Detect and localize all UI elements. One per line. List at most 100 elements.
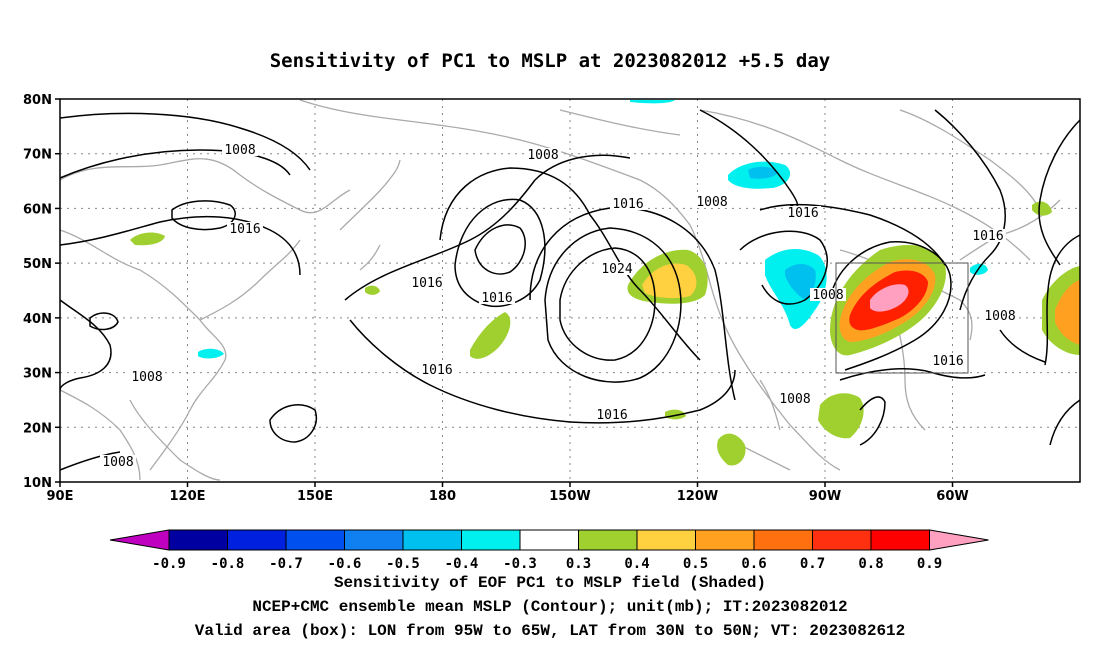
contour-label-bg (610, 197, 646, 210)
colorbar-swatch (870, 529, 930, 551)
colorbar-label: 0.5 (683, 556, 708, 572)
contour-label-bg (222, 143, 258, 156)
colorbar-label: 0.4 (624, 556, 649, 572)
contour-label-bg (419, 363, 455, 376)
contour-label: 1016 (787, 206, 818, 221)
shade-positive-east-us-pink (870, 284, 909, 312)
colorbar-arrow-left (109, 529, 170, 551)
lat-tick-label: 20N (23, 421, 52, 436)
lat-tick-label: 60N (23, 202, 52, 217)
colorbar-swatch (461, 529, 521, 551)
contour-label: 1008 (812, 288, 843, 303)
lon-tick-label: 150W (549, 489, 590, 504)
shade-positive-gulf (818, 393, 864, 439)
lat-tick-label: 40N (23, 312, 52, 327)
colorbar-label: 0.8 (858, 556, 883, 572)
shade-positive-mexico (717, 433, 746, 466)
contour-label: 1008 (102, 455, 133, 470)
shade-positive-small-1 (130, 232, 165, 246)
colorbar-label: 0.3 (566, 556, 591, 572)
colorbar-swatch (168, 529, 228, 551)
contour-label-bg (810, 288, 846, 301)
colorbar-swatch (402, 529, 462, 551)
colorbar-label: 0.7 (800, 556, 825, 572)
colorbar-label: -0.7 (269, 556, 303, 572)
colorbar: -0.9 -0.8 -0.7 -0.6 -0.5 -0.4 -0.3 0.3 0.4 0.5 0.6… (109, 529, 989, 572)
shade-positive-pacific (470, 312, 511, 359)
colorbar-label: -0.3 (503, 556, 537, 572)
shade-positive-small-2 (365, 285, 380, 295)
contour-label: 1008 (527, 148, 558, 163)
colorbar-swatch (812, 529, 872, 551)
colorbar-swatch (285, 529, 345, 551)
lat-tick-label: 80N (23, 93, 52, 108)
contour-label-bg (694, 195, 730, 208)
lon-tick-label: 90W (809, 489, 841, 504)
colorbar-swatch (227, 529, 287, 551)
lat-tick-label: 50N (23, 257, 52, 272)
contour-label-bg (599, 262, 635, 275)
valid-area-box (835, 262, 969, 374)
lat-tick-label: 10N (23, 476, 52, 491)
mslp-contours (59, 109, 1081, 471)
colorbar-swatch (695, 529, 755, 551)
contour-label: 1008 (224, 143, 255, 158)
contour-label-bg (777, 392, 813, 405)
colorbar-label: -0.8 (211, 556, 245, 572)
colorbar-swatch (578, 529, 638, 551)
colorbar-swatch (636, 529, 696, 551)
contour-label: 1016 (972, 229, 1003, 244)
contour-label: 1016 (481, 291, 512, 306)
colorbar-label: -0.9 (152, 556, 186, 572)
contour-label: 1016 (421, 363, 452, 378)
lon-tick-label: 60W (936, 489, 968, 504)
longitude-axis: 90E 120E 150E 180 150W 120W 90W 60W (47, 482, 969, 504)
lon-tick-label: 120E (169, 489, 205, 504)
colorbar-swatch (753, 529, 813, 551)
contour-label: 1008 (696, 195, 727, 210)
contour-label: 1008 (131, 370, 162, 385)
lon-tick-label: 120W (677, 489, 718, 504)
colorbar-label: -0.5 (386, 556, 420, 572)
contour-label-bg (409, 276, 445, 289)
caption-line-3: Valid area (box): LON from 95W to 65W, L… (194, 622, 906, 640)
lat-tick-label: 70N (23, 148, 52, 163)
contour-label: 1016 (596, 408, 627, 423)
colorbar-swatch (519, 529, 579, 551)
contour-label: 1008 (779, 392, 810, 407)
shade-positive-small-3 (1032, 201, 1052, 216)
contour-label-bg (100, 455, 136, 468)
contour-label-bg (930, 354, 966, 367)
contour-label-bg (970, 229, 1006, 242)
colorbar-label: 0.6 (741, 556, 766, 572)
lon-tick-label: 180 (429, 489, 456, 504)
shade-positive-atlantic-orange (1055, 280, 1080, 345)
contour-label-group: 1008 1016 1008 1016 1016 1008 1016 1024 1008 1016… (100, 143, 1018, 470)
sensitivity-shading (130, 100, 1080, 466)
contour-label: 1016 (411, 276, 442, 291)
contour-label: 1024 (601, 262, 632, 277)
caption-line-2: NCEP+CMC ensemble mean MSLP (Contour); u… (252, 598, 848, 616)
lon-tick-label: 90E (47, 489, 74, 504)
colorbar-label: -0.6 (328, 556, 362, 572)
caption-line-1: Sensitivity of EOF PC1 to MSLP field (Sh… (333, 574, 767, 592)
map-title: Sensitivity of PC1 to MSLP at 2023082012… (269, 50, 831, 72)
contour-label: 1008 (984, 309, 1015, 324)
contour-label-bg (785, 206, 821, 219)
colorbar-label: 0.9 (917, 556, 942, 572)
shade-negative-arctic (630, 100, 675, 104)
contour-label-bg (227, 222, 263, 235)
shade-negative-small-1 (198, 348, 224, 359)
colorbar-swatch (344, 529, 404, 551)
latitude-axis: 80N 70N 60N 50N 40N 30N 20N 10N (23, 93, 60, 491)
colorbar-arrow-right (929, 529, 989, 551)
lat-tick-label: 30N (23, 367, 52, 382)
contour-label: 1016 (932, 354, 963, 369)
lon-tick-label: 150E (297, 489, 333, 504)
contour-label-bg (525, 148, 561, 161)
contour-label-bg (982, 309, 1018, 322)
contour-label: 1016 (229, 222, 260, 237)
shade-negative-canada-dark (748, 166, 778, 179)
contour-label: 1016 (612, 197, 643, 212)
